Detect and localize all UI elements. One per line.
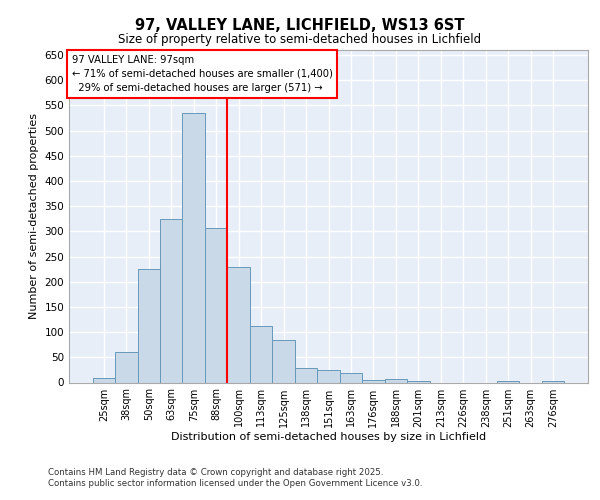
Bar xyxy=(92,378,115,382)
Bar xyxy=(115,352,137,382)
Bar xyxy=(160,219,182,382)
Bar xyxy=(137,269,160,382)
Bar xyxy=(340,373,362,382)
Bar xyxy=(182,113,205,382)
Text: 97 VALLEY LANE: 97sqm
← 71% of semi-detached houses are smaller (1,400)
  29% of: 97 VALLEY LANE: 97sqm ← 71% of semi-deta… xyxy=(71,55,332,93)
Text: Size of property relative to semi-detached houses in Lichfield: Size of property relative to semi-detach… xyxy=(118,32,482,46)
Bar xyxy=(385,379,407,382)
Bar xyxy=(362,380,385,382)
Y-axis label: Number of semi-detached properties: Number of semi-detached properties xyxy=(29,114,39,320)
Bar xyxy=(250,326,272,382)
Text: Contains HM Land Registry data © Crown copyright and database right 2025.
Contai: Contains HM Land Registry data © Crown c… xyxy=(48,468,422,487)
Bar xyxy=(317,370,340,382)
Bar xyxy=(205,228,227,382)
Bar xyxy=(272,340,295,382)
Text: 97, VALLEY LANE, LICHFIELD, WS13 6ST: 97, VALLEY LANE, LICHFIELD, WS13 6ST xyxy=(135,18,465,32)
Bar xyxy=(227,266,250,382)
X-axis label: Distribution of semi-detached houses by size in Lichfield: Distribution of semi-detached houses by … xyxy=(171,432,486,442)
Bar xyxy=(295,368,317,382)
